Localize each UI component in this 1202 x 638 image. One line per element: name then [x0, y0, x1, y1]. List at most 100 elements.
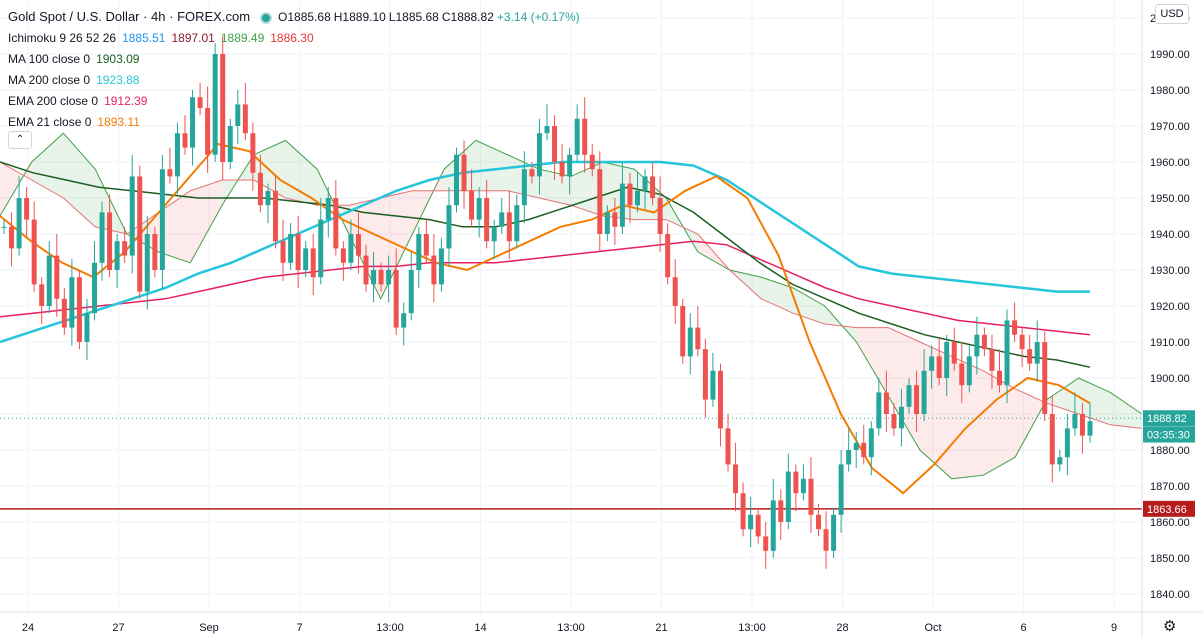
- time-tick-label: 24: [22, 622, 34, 634]
- indicator-row[interactable]: Ichimoku 9 26 52 26 1885.51 1897.01 1889.49…: [8, 28, 583, 49]
- candle-body: [710, 370, 716, 400]
- time-tick-label: 13:00: [557, 622, 585, 634]
- candle-body: [552, 126, 558, 162]
- candle-body: [461, 154, 467, 191]
- cloud-segment: [1110, 392, 1142, 429]
- candle-body: [612, 212, 618, 227]
- ma-100-line: [0, 161, 1091, 368]
- candle-body: [740, 493, 746, 530]
- candle-body: [235, 104, 241, 126]
- candle-body: [997, 370, 1002, 386]
- indicator-row[interactable]: EMA 200 close 0 1912.39: [8, 91, 583, 112]
- candle-body: [635, 190, 640, 206]
- cloud-segment: [412, 169, 445, 234]
- price-tag: [1143, 426, 1195, 443]
- candle-body: [959, 363, 965, 386]
- price-tick-label: 1870.00: [1150, 481, 1190, 493]
- indicator-row[interactable]: EMA 21 close 0 1893.11: [8, 112, 583, 133]
- candle-body: [657, 198, 663, 234]
- gear-icon[interactable]: ⚙: [1163, 618, 1177, 635]
- candle-body: [371, 270, 377, 285]
- price-tag-label: 1863.66: [1147, 504, 1187, 516]
- symbol-title[interactable]: Gold Spot / U.S. Dollar · 4h · FOREX.com: [8, 9, 251, 24]
- candle-body: [883, 392, 889, 414]
- candle-body: [506, 212, 512, 242]
- candle-body: [951, 342, 957, 364]
- candle-body: [378, 270, 384, 285]
- currency-button[interactable]: USD: [1155, 4, 1189, 24]
- indicator-value: 1903.09: [96, 52, 140, 66]
- candle-body: [672, 277, 678, 306]
- candle-body: [559, 162, 565, 177]
- indicator-value: 1893.11: [97, 115, 140, 129]
- candle-body: [159, 169, 165, 270]
- price-tick-label: 1980.00: [1150, 85, 1190, 97]
- time-tick-label: 7: [296, 622, 302, 634]
- candle-body: [340, 248, 346, 263]
- time-axis[interactable]: 24 27 Sep 7 13:00 14 13:00 21 13:00 28 Oct 6 9: [0, 611, 1202, 634]
- candle-body: [446, 205, 452, 249]
- candle-body: [24, 198, 30, 220]
- candle-body: [476, 198, 482, 220]
- candle-body: [544, 126, 550, 134]
- price-tick-label: 1920.00: [1150, 301, 1190, 313]
- candle-body: [76, 277, 82, 342]
- candle-body: [220, 54, 226, 162]
- candle-body: [310, 248, 316, 278]
- cloud-segment: [919, 342, 952, 479]
- candle-body: [778, 500, 784, 522]
- price-axis[interactable]: 2000.001990.001980.001970.001960.001950.…: [1141, 0, 1190, 638]
- candle-body: [808, 478, 814, 515]
- candle-body: [1064, 428, 1070, 458]
- candle-body: [785, 471, 791, 522]
- indicator-row[interactable]: MA 100 close 0 1903.09: [8, 49, 583, 70]
- candle-body: [604, 212, 610, 234]
- price-tag: [1143, 500, 1195, 517]
- price-tag-label: 1888.82: [1147, 413, 1187, 425]
- candle-body: [167, 169, 173, 177]
- candle-body: [831, 514, 837, 551]
- candle-body: [846, 450, 852, 465]
- price-tick-label: 1990.00: [1150, 49, 1190, 61]
- candle-body: [39, 284, 45, 306]
- candle-body: [702, 349, 708, 400]
- ohlc-values: O1885.68 H1889.10 L1885.68 C1888.82 +3.14 (+…: [278, 10, 583, 24]
- price-tick-label: 1940.00: [1150, 229, 1190, 241]
- candle-body: [212, 54, 218, 155]
- candle-body: [1034, 342, 1040, 364]
- price-tag-label: 03:35:30: [1147, 430, 1190, 442]
- indicator-label: EMA 200 close 0: [8, 94, 99, 108]
- cloud-segment: [761, 277, 794, 314]
- time-tick-label: 9: [1111, 622, 1117, 634]
- chevron-up-icon[interactable]: ⌃: [8, 131, 32, 149]
- candle-body: [755, 514, 761, 537]
- candle-body: [416, 234, 422, 270]
- indicator-row[interactable]: MA 200 close 0 1923.88: [8, 70, 583, 91]
- candle-body: [137, 176, 143, 292]
- candle-body: [303, 248, 309, 270]
- candle-body: [838, 464, 844, 515]
- candle-body: [800, 478, 806, 494]
- candle-body: [748, 514, 754, 530]
- candle-body: [393, 270, 399, 328]
- candle-body: [242, 104, 248, 134]
- candle-body: [348, 234, 354, 263]
- candle-body: [182, 133, 188, 148]
- market-open-icon: [260, 11, 273, 24]
- candle-body: [9, 226, 15, 249]
- cloud-segment: [1015, 388, 1047, 458]
- ohlc-value: O1885.68: [278, 10, 331, 24]
- price-tick-label: 1840.00: [1150, 589, 1190, 601]
- candle-body: [197, 97, 203, 108]
- indicator-value: 1885.51: [122, 31, 166, 45]
- indicator-lines: [0, 142, 1142, 510]
- cloud-segment: [190, 180, 223, 263]
- legend: Gold Spot / U.S. Dollar · 4h · FOREX.com…: [8, 6, 583, 133]
- candle-body: [1012, 320, 1018, 335]
- indicator-value: 1889.49: [220, 31, 265, 45]
- candle-body: [944, 342, 950, 378]
- price-tick-label: 1860.00: [1150, 517, 1190, 529]
- candle-body: [650, 176, 656, 198]
- indicator-label: Ichimoku 9 26 52 26: [8, 31, 117, 45]
